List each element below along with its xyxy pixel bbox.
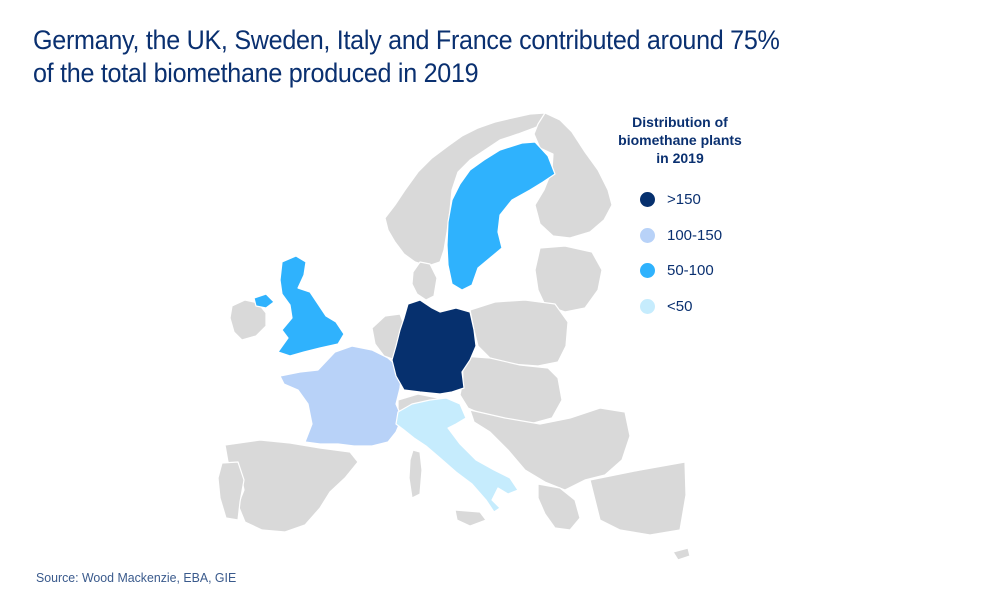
chart-title-line-2: of the total biomethane produced in 2019	[33, 58, 479, 88]
central-europe	[459, 355, 563, 425]
northern-ireland	[253, 293, 275, 309]
chart-title-line-1: Germany, the UK, Sweden, Italy and Franc…	[33, 25, 780, 55]
legend-title-line-3: in 2019	[656, 150, 704, 166]
legend-items: >150 100-150 50-100 <50	[640, 182, 760, 324]
united-kingdom	[277, 255, 345, 357]
balkans	[469, 407, 631, 491]
legend-title-line-2: biomethane plants	[618, 132, 742, 148]
legend-item-50-100: 50-100	[640, 253, 760, 289]
legend-label: >150	[667, 191, 701, 209]
source-note: Source: Wood Mackenzie, EBA, GIE	[36, 570, 237, 585]
legend-label: <50	[667, 297, 693, 315]
legend-item-over-150: >150	[640, 182, 760, 218]
legend-dot-icon	[640, 227, 655, 243]
legend-title: Distribution of biomethane plants in 201…	[610, 113, 750, 167]
baltics	[534, 245, 603, 313]
france	[279, 345, 403, 447]
denmark	[411, 261, 438, 301]
cyprus	[672, 547, 691, 561]
turkey	[589, 461, 687, 536]
germany	[391, 299, 477, 395]
greece	[537, 483, 581, 531]
sweden	[446, 141, 556, 291]
legend-dot-icon	[640, 298, 655, 314]
legend-title-line-1: Distribution of	[632, 114, 728, 130]
corsica-sardinia	[408, 449, 423, 499]
legend: Distribution of biomethane plants in 201…	[610, 113, 760, 324]
ireland	[229, 299, 267, 341]
legend-item-under-50: <50	[640, 289, 760, 325]
poland	[469, 299, 569, 367]
portugal	[217, 461, 245, 521]
chart-title: Germany, the UK, Sweden, Italy and Franc…	[33, 24, 870, 90]
legend-label: 100-150	[667, 226, 723, 244]
italy	[395, 397, 519, 513]
sicily	[454, 509, 487, 527]
legend-dot-icon	[640, 263, 655, 279]
legend-label: 50-100	[667, 262, 714, 280]
legend-dot-icon	[640, 192, 655, 208]
spain	[224, 439, 359, 533]
legend-item-100-150: 100-150	[640, 218, 760, 254]
